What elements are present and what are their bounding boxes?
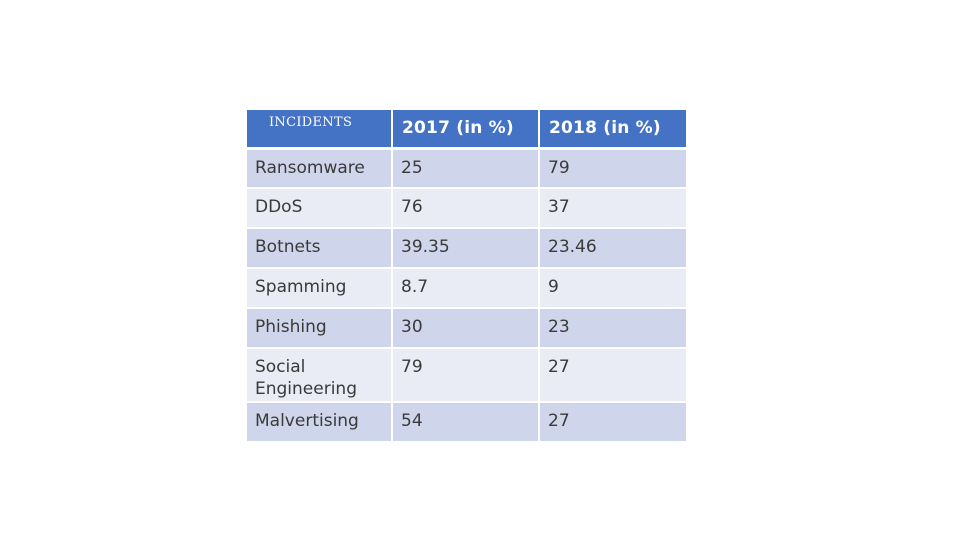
value-2018-cell: 9 bbox=[539, 268, 686, 309]
incident-cell: Spamming bbox=[247, 268, 393, 309]
table-row: Social Engineering 79 27 bbox=[247, 348, 686, 403]
incident-cell: Ransomware bbox=[247, 148, 393, 189]
value-2018-cell: 27 bbox=[539, 348, 686, 403]
header-2017: 2017 (in %) bbox=[392, 110, 540, 150]
value-2017-cell: 76 bbox=[392, 188, 540, 229]
table-row: Ransomware 25 79 bbox=[247, 148, 686, 189]
value-2017-cell: 8.7 bbox=[392, 268, 540, 309]
value-2017-cell: 54 bbox=[392, 402, 540, 443]
value-2018-cell: 27 bbox=[539, 402, 686, 443]
table-row: Spamming 8.7 9 bbox=[247, 268, 686, 309]
value-2018-cell: 79 bbox=[539, 148, 686, 189]
incident-cell: Social Engineering bbox=[247, 348, 393, 403]
value-2018-cell: 23 bbox=[539, 308, 686, 349]
header-incidents: INCIDENTS bbox=[247, 110, 393, 150]
table-row: DDoS 76 37 bbox=[247, 188, 686, 229]
table-row: Malvertising 54 27 bbox=[247, 402, 686, 443]
incident-cell: Malvertising bbox=[247, 402, 393, 443]
incident-cell: Phishing bbox=[247, 308, 393, 349]
value-2017-cell: 30 bbox=[392, 308, 540, 349]
table-row: Phishing 30 23 bbox=[247, 308, 686, 349]
table-header-row: INCIDENTS 2017 (in %) 2018 (in %) bbox=[247, 110, 686, 150]
incidents-table: INCIDENTS 2017 (in %) 2018 (in %) Ransom… bbox=[247, 110, 686, 443]
incident-cell: DDoS bbox=[247, 188, 393, 229]
value-2018-cell: 23.46 bbox=[539, 228, 686, 269]
header-2018: 2018 (in %) bbox=[539, 110, 686, 150]
value-2017-cell: 25 bbox=[392, 148, 540, 189]
value-2017-cell: 39.35 bbox=[392, 228, 540, 269]
value-2017-cell: 79 bbox=[392, 348, 540, 403]
value-2018-cell: 37 bbox=[539, 188, 686, 229]
incident-cell: Botnets bbox=[247, 228, 393, 269]
table-row: Botnets 39.35 23.46 bbox=[247, 228, 686, 269]
